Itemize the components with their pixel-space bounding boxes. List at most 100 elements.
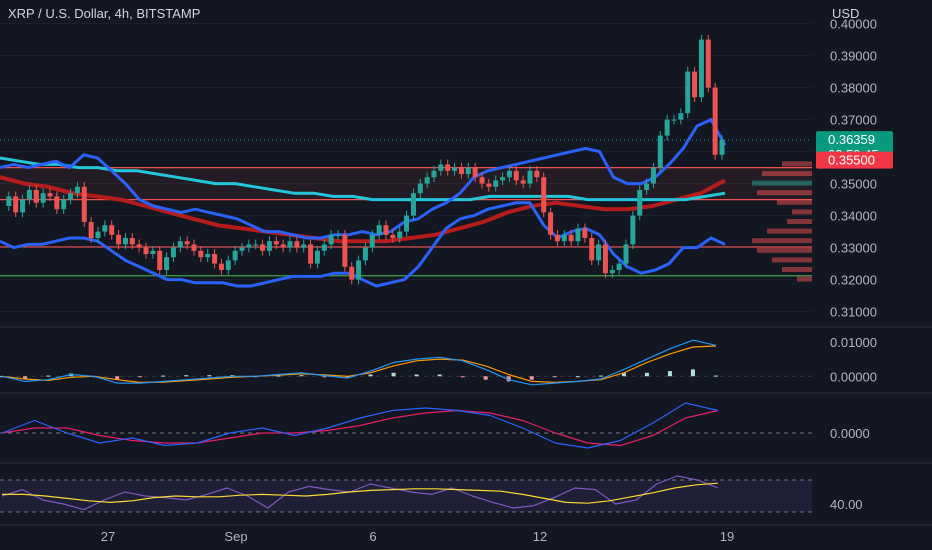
candle-body xyxy=(273,241,279,245)
candle-body xyxy=(609,270,615,274)
macd-histogram-bar xyxy=(529,376,534,380)
macd-histogram-bar xyxy=(690,369,695,377)
date-axis: 27 Sep 6 12 19 xyxy=(101,529,734,544)
candle-body xyxy=(554,234,560,242)
candle-body xyxy=(424,177,430,184)
ma-mid-series xyxy=(0,175,726,244)
price-tick-label: 0.35000 xyxy=(830,177,877,192)
candle-body xyxy=(431,170,437,178)
candle-body xyxy=(383,225,389,235)
bollinger-lower-series xyxy=(0,201,726,288)
volume-profile-bar xyxy=(792,209,812,215)
candle-body xyxy=(376,225,382,235)
candle-body xyxy=(143,247,149,254)
candle-body xyxy=(260,244,266,251)
macd-histogram-bar xyxy=(391,372,396,377)
macd-tick-label: 0.01000 xyxy=(830,335,877,350)
candle-body xyxy=(88,222,94,238)
macd-histogram-bar xyxy=(460,376,465,378)
date-tick-label: 6 xyxy=(369,529,376,544)
candle-body xyxy=(506,170,512,178)
candle-body xyxy=(170,247,176,258)
volume-profile-bar xyxy=(782,267,812,272)
candle-body xyxy=(404,215,410,232)
candle-body xyxy=(520,180,526,184)
candle-body xyxy=(534,170,540,178)
last-price-value: 0.36359 xyxy=(828,132,875,147)
candle-body xyxy=(445,164,451,171)
macd-line-series xyxy=(1,339,717,386)
candle-body xyxy=(20,199,26,213)
candle-body xyxy=(458,167,464,174)
volume-profile-bar xyxy=(797,276,812,282)
currency-label[interactable]: USD xyxy=(832,6,860,21)
candle-body xyxy=(342,234,348,267)
candle-body xyxy=(650,167,656,184)
rsi-series xyxy=(1,475,719,511)
macd-histogram-bar xyxy=(276,375,281,377)
candle-body xyxy=(314,250,320,264)
candle-body xyxy=(623,244,629,264)
candle-body xyxy=(486,183,492,187)
candle-body xyxy=(369,234,375,248)
candle-body xyxy=(321,244,327,251)
candle-body xyxy=(513,170,519,181)
candle-body xyxy=(575,228,581,242)
macd-histogram-bar xyxy=(414,374,419,377)
volume-profile-bar xyxy=(757,247,812,253)
candle-body xyxy=(191,244,197,251)
candle-body xyxy=(40,193,46,203)
candle-body xyxy=(253,244,259,246)
candle-body xyxy=(177,241,183,248)
candle-body xyxy=(218,263,224,270)
level-price-tag xyxy=(816,151,893,169)
candle-body xyxy=(671,119,677,121)
candle-body xyxy=(61,199,67,210)
candle-body xyxy=(239,247,245,251)
price-indicators xyxy=(0,34,727,288)
candle-body xyxy=(26,190,32,200)
candle-body xyxy=(397,231,403,238)
candle-body xyxy=(308,244,314,264)
candle-body xyxy=(452,167,458,171)
volume-profile-bar xyxy=(772,257,812,263)
candle-body xyxy=(527,170,533,184)
chart-title: XRP / U.S. Dollar, 4h, BITSTAMP xyxy=(8,6,201,21)
candle-body xyxy=(102,225,108,232)
macd-histogram-bar xyxy=(506,376,511,382)
price-tick-label: 0.38000 xyxy=(830,81,877,96)
candle-body xyxy=(548,212,554,235)
candle-body xyxy=(630,215,636,245)
osc-blue-series xyxy=(1,402,719,449)
candle-body xyxy=(362,247,368,261)
candle-body xyxy=(568,234,574,242)
price-tick-label: 0.32000 xyxy=(830,273,877,288)
candle-body xyxy=(602,244,608,274)
candle-body xyxy=(335,234,341,236)
candle-body xyxy=(692,71,698,98)
candle-body xyxy=(356,260,362,280)
candle-body xyxy=(184,241,190,245)
macd-histogram-bar xyxy=(437,374,442,377)
macd-histogram-bar xyxy=(644,372,649,377)
candle-body xyxy=(205,254,211,258)
volume-profile-bar xyxy=(752,180,812,186)
macd-histogram-bar xyxy=(714,375,718,377)
macd-histogram-bar xyxy=(552,376,557,378)
macd-histogram-bar xyxy=(322,376,327,378)
macd-histogram-bar xyxy=(299,375,304,377)
candle-body xyxy=(657,135,663,168)
candle-body xyxy=(479,177,485,184)
candle-body xyxy=(33,190,39,203)
candle-body xyxy=(81,186,87,222)
candle-body xyxy=(246,244,252,248)
price-tick-label: 0.40000 xyxy=(830,17,877,32)
price-tick-label: 0.31000 xyxy=(830,305,877,320)
candle-body xyxy=(116,234,122,245)
candle-body xyxy=(328,234,334,245)
price-tick-label: 0.34000 xyxy=(830,209,877,224)
volume-profile-bar xyxy=(782,161,812,167)
macd-histogram-bar xyxy=(115,376,120,380)
candle-body xyxy=(561,234,567,242)
